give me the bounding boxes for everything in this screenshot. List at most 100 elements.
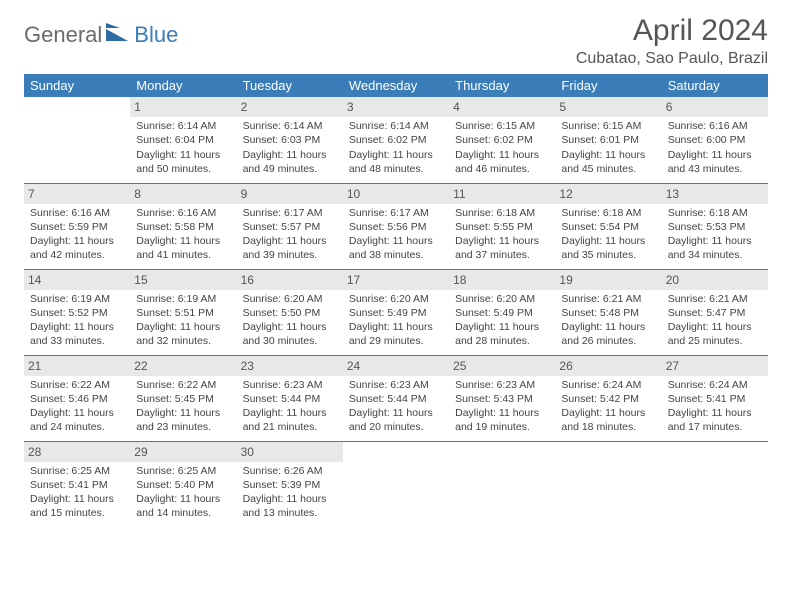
location: Cubatao, Sao Paulo, Brazil: [576, 50, 768, 68]
sunrise-text: Sunrise: 6:17 AM: [349, 206, 443, 220]
calendar-cell: 26Sunrise: 6:24 AMSunset: 5:42 PMDayligh…: [555, 355, 661, 441]
sunrise-text: Sunrise: 6:18 AM: [561, 206, 655, 220]
daylight-text: and 33 minutes.: [30, 334, 124, 348]
sunset-text: Sunset: 5:55 PM: [455, 220, 549, 234]
sunset-text: Sunset: 6:01 PM: [561, 133, 655, 147]
sunset-text: Sunset: 6:02 PM: [349, 133, 443, 147]
daylight-text: and 21 minutes.: [243, 420, 337, 434]
daylight-text: and 38 minutes.: [349, 248, 443, 262]
daylight-text: and 30 minutes.: [243, 334, 337, 348]
daylight-text: Daylight: 11 hours: [30, 406, 124, 420]
calendar-cell: 28Sunrise: 6:25 AMSunset: 5:41 PMDayligh…: [24, 441, 130, 527]
day-number: 1: [130, 97, 236, 117]
sunrise-text: Sunrise: 6:22 AM: [30, 378, 124, 392]
day-number: 14: [24, 270, 130, 290]
daylight-text: Daylight: 11 hours: [668, 406, 762, 420]
calendar-cell: 12Sunrise: 6:18 AMSunset: 5:54 PMDayligh…: [555, 183, 661, 269]
day-number: 27: [662, 356, 768, 376]
daylight-text: Daylight: 11 hours: [243, 234, 337, 248]
sunset-text: Sunset: 6:04 PM: [136, 133, 230, 147]
weekday-header: Friday: [555, 74, 661, 97]
weekday-header: Sunday: [24, 74, 130, 97]
day-number: 5: [555, 97, 661, 117]
sunrise-text: Sunrise: 6:21 AM: [668, 292, 762, 306]
sunrise-text: Sunrise: 6:14 AM: [349, 119, 443, 133]
calendar-cell: 27 Sunrise: 6:24 AMSunset: 5:41 PMDayligh…: [662, 355, 768, 441]
sunrise-text: Sunrise: 6:20 AM: [349, 292, 443, 306]
sunrise-text: Sunrise: 6:23 AM: [455, 378, 549, 392]
daylight-text: Daylight: 11 hours: [455, 148, 549, 162]
daylight-text: Daylight: 11 hours: [561, 320, 655, 334]
sunset-text: Sunset: 5:42 PM: [561, 392, 655, 406]
sunrise-text: Sunrise: 6:24 AM: [668, 378, 762, 392]
daylight-text: and 18 minutes.: [561, 420, 655, 434]
day-number: 30: [237, 442, 343, 462]
daylight-text: Daylight: 11 hours: [30, 234, 124, 248]
day-number: 29: [130, 442, 236, 462]
calendar-cell: 23Sunrise: 6:23 AMSunset: 5:44 PMDayligh…: [237, 355, 343, 441]
sunrise-text: Sunrise: 6:19 AM: [30, 292, 124, 306]
sunrise-text: Sunrise: 6:23 AM: [349, 378, 443, 392]
sunset-text: Sunset: 5:50 PM: [243, 306, 337, 320]
calendar-cell: 8Sunrise: 6:16 AMSunset: 5:58 PMDaylight…: [130, 183, 236, 269]
sunset-text: Sunset: 5:49 PM: [455, 306, 549, 320]
sunset-text: Sunset: 5:41 PM: [668, 392, 762, 406]
daylight-text: and 28 minutes.: [455, 334, 549, 348]
daylight-text: Daylight: 11 hours: [243, 148, 337, 162]
daylight-text: Daylight: 11 hours: [243, 320, 337, 334]
calendar-cell: 22Sunrise: 6:22 AMSunset: 5:45 PMDayligh…: [130, 355, 236, 441]
calendar-cell: 5Sunrise: 6:15 AMSunset: 6:01 PMDaylight…: [555, 97, 661, 183]
daylight-text: Daylight: 11 hours: [30, 492, 124, 506]
calendar-cell: 10Sunrise: 6:17 AMSunset: 5:56 PMDayligh…: [343, 183, 449, 269]
day-number: 13: [662, 184, 768, 204]
daylight-text: Daylight: 11 hours: [455, 234, 549, 248]
sunrise-text: Sunrise: 6:16 AM: [668, 119, 762, 133]
daylight-text: Daylight: 11 hours: [349, 148, 443, 162]
day-number: 6: [662, 97, 768, 117]
daylight-text: Daylight: 11 hours: [136, 234, 230, 248]
sunset-text: Sunset: 5:58 PM: [136, 220, 230, 234]
daylight-text: and 41 minutes.: [136, 248, 230, 262]
sunrise-text: Sunrise: 6:16 AM: [30, 206, 124, 220]
weekday-header: Tuesday: [237, 74, 343, 97]
daylight-text: Daylight: 11 hours: [668, 320, 762, 334]
day-number: 25: [449, 356, 555, 376]
daylight-text: and 20 minutes.: [349, 420, 443, 434]
sunrise-text: Sunrise: 6:17 AM: [243, 206, 337, 220]
daylight-text: and 15 minutes.: [30, 506, 124, 520]
day-number: 17: [343, 270, 449, 290]
day-number: 15: [130, 270, 236, 290]
sunset-text: Sunset: 6:02 PM: [455, 133, 549, 147]
calendar-cell: 13Sunrise: 6:18 AMSunset: 5:53 PMDayligh…: [662, 183, 768, 269]
day-number: 22: [130, 356, 236, 376]
daylight-text: Daylight: 11 hours: [349, 234, 443, 248]
weekday-header: Wednesday: [343, 74, 449, 97]
daylight-text: and 26 minutes.: [561, 334, 655, 348]
day-number: 7: [24, 184, 130, 204]
calendar-cell: 20 Sunrise: 6:21 AMSunset: 5:47 PMDayligh…: [662, 269, 768, 355]
sunrise-text: Sunrise: 6:22 AM: [136, 378, 230, 392]
daylight-text: Daylight: 11 hours: [561, 234, 655, 248]
calendar-week-row: 21Sunrise: 6:22 AMSunset: 5:46 PMDayligh…: [24, 355, 768, 441]
day-number: 20: [662, 270, 768, 290]
sunset-text: Sunset: 5:53 PM: [668, 220, 762, 234]
day-number: 4: [449, 97, 555, 117]
month-title: April 2024: [576, 14, 768, 48]
daylight-text: Daylight: 11 hours: [136, 148, 230, 162]
sunrise-text: Sunrise: 6:19 AM: [136, 292, 230, 306]
day-number: 16: [237, 270, 343, 290]
title-block: April 2024 Cubatao, Sao Paulo, Brazil: [576, 14, 768, 68]
calendar-week-row: 1Sunrise: 6:14 AMSunset: 6:04 PMDaylight…: [24, 97, 768, 183]
day-number: 19: [555, 270, 661, 290]
sunset-text: Sunset: 5:47 PM: [668, 306, 762, 320]
sunrise-text: Sunrise: 6:18 AM: [455, 206, 549, 220]
sunrise-text: Sunrise: 6:25 AM: [30, 464, 124, 478]
daylight-text: Daylight: 11 hours: [349, 320, 443, 334]
weekday-header-row: Sunday Monday Tuesday Wednesday Thursday…: [24, 74, 768, 97]
calendar-cell: [24, 97, 130, 183]
daylight-text: and 14 minutes.: [136, 506, 230, 520]
sunset-text: Sunset: 5:57 PM: [243, 220, 337, 234]
daylight-text: Daylight: 11 hours: [349, 406, 443, 420]
daylight-text: Daylight: 11 hours: [136, 406, 230, 420]
day-number: 12: [555, 184, 661, 204]
